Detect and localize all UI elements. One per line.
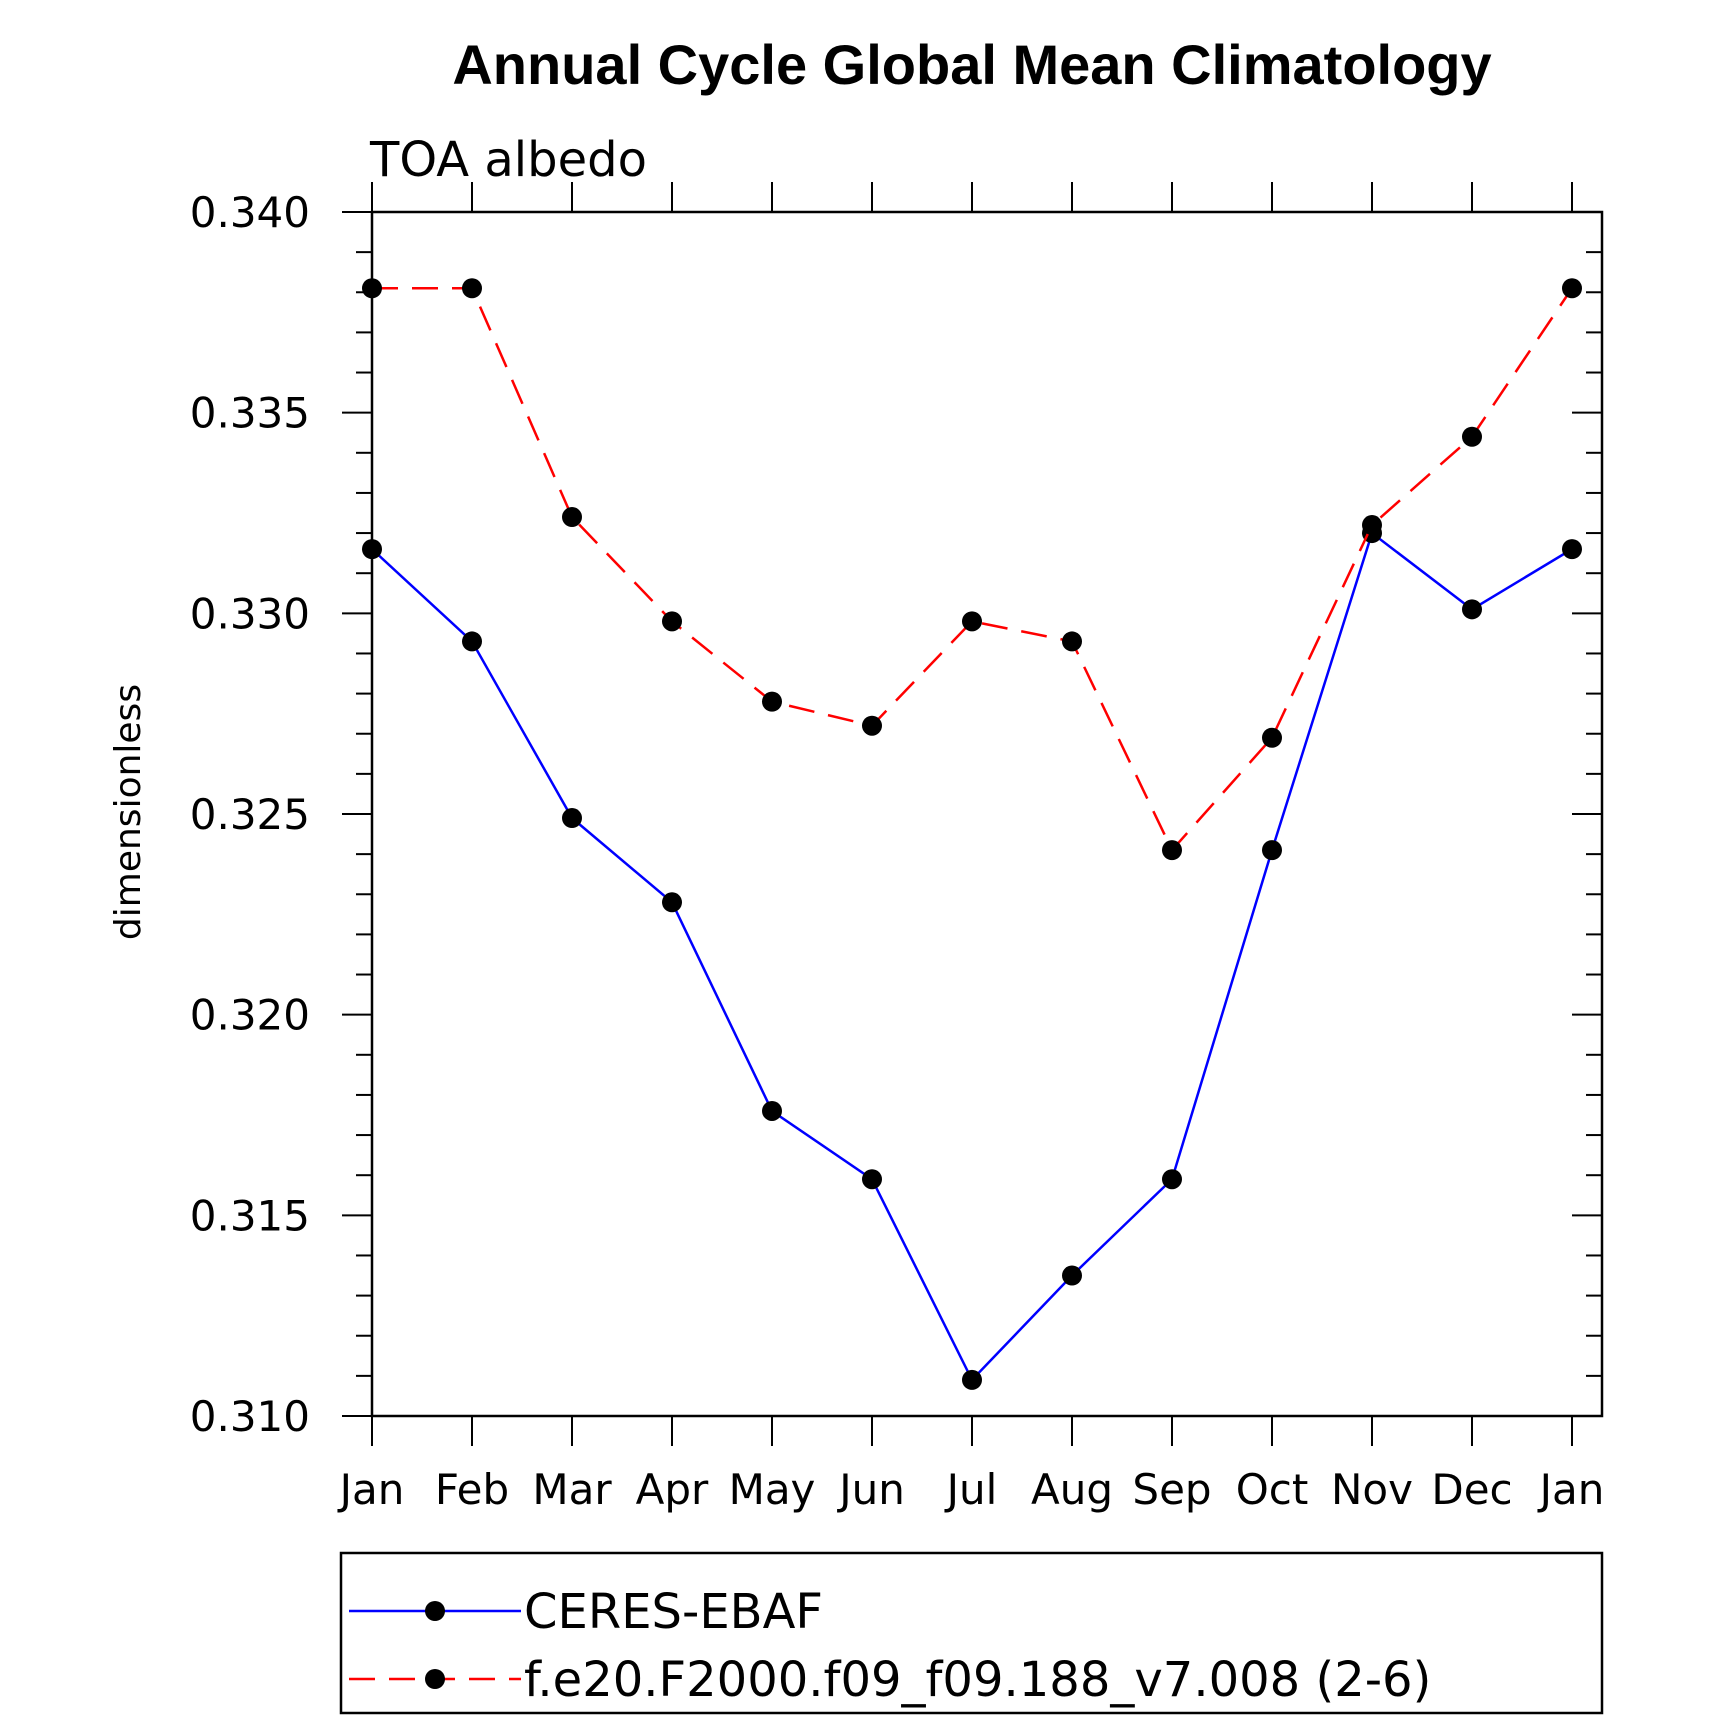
x-tick-label: Jan xyxy=(337,1465,405,1514)
legend-box xyxy=(339,1551,1604,1715)
data-point xyxy=(1062,1265,1082,1286)
data-point xyxy=(1162,1169,1182,1190)
data-point xyxy=(962,611,982,632)
data-point xyxy=(1562,539,1582,560)
legend-item: CERES-EBAF xyxy=(349,1584,823,1640)
data-point xyxy=(1462,599,1482,620)
y-tick-label: 0.330 xyxy=(190,589,310,638)
data-point xyxy=(562,507,582,528)
x-tick-label: Aug xyxy=(1031,1465,1113,1514)
data-point xyxy=(662,892,682,913)
data-point xyxy=(362,539,382,560)
data-point xyxy=(862,715,882,736)
series-1 xyxy=(362,278,1582,861)
x-tick-label: Mar xyxy=(532,1465,612,1514)
legend-label: CERES-EBAF xyxy=(524,1584,823,1640)
x-tick-label: May xyxy=(729,1465,816,1514)
series-0 xyxy=(362,523,1582,1390)
data-point xyxy=(962,1369,982,1390)
axes: 0.310 0.315 0.320 0.325 0.330 0.335 0.340 Jan Fe… xyxy=(190,182,1605,1514)
data-point xyxy=(1462,426,1482,447)
legend-label: f.e20.F2000.f09_f09.188_v7.008 (2-6) xyxy=(524,1652,1431,1708)
data-point xyxy=(1162,840,1182,861)
y-tick-label: 0.340 xyxy=(190,188,310,237)
plot-frame xyxy=(370,210,1604,1418)
y-tick-label: 0.320 xyxy=(190,991,310,1040)
legend: CERES-EBAF f.e20.F2000.f09_f09.188_v7.008… xyxy=(339,1551,1604,1715)
legend-marker xyxy=(425,1669,445,1689)
series-layer xyxy=(362,278,1582,1390)
series-line xyxy=(372,287,1574,853)
series-line xyxy=(371,530,1573,1383)
chart-subtitle: TOA albedo xyxy=(369,132,647,188)
data-point xyxy=(762,1100,782,1121)
x-tick-label: Jun xyxy=(836,1465,905,1514)
data-point xyxy=(662,611,682,632)
x-tick-label: Oct xyxy=(1236,1465,1309,1514)
x-tick-label: Sep xyxy=(1132,1465,1211,1514)
y-axis-label: dimensionless xyxy=(108,684,149,940)
y-tick-label: 0.310 xyxy=(190,1392,310,1441)
data-point xyxy=(562,808,582,829)
x-tick-label: Jul xyxy=(944,1465,998,1514)
y-tick-label: 0.315 xyxy=(190,1191,310,1240)
data-point xyxy=(762,691,782,712)
y-tick-label: 0.335 xyxy=(190,389,310,438)
legend-item: f.e20.F2000.f09_f09.188_v7.008 (2-6) xyxy=(349,1652,1431,1708)
data-point xyxy=(1362,515,1382,536)
data-point xyxy=(1262,840,1282,861)
legend-marker xyxy=(425,1601,445,1621)
x-tick-label: Feb xyxy=(435,1465,509,1514)
data-point xyxy=(1062,631,1082,652)
data-point xyxy=(462,631,482,652)
y-tick-label: 0.325 xyxy=(190,790,310,839)
data-point xyxy=(1262,727,1282,748)
x-tick-label: Nov xyxy=(1331,1465,1413,1514)
data-point xyxy=(862,1169,882,1190)
x-tick-label: Apr xyxy=(636,1465,709,1514)
x-tick-label: Jan xyxy=(1537,1465,1605,1514)
data-point xyxy=(362,278,382,299)
data-point xyxy=(1562,278,1582,299)
chart-title: Annual Cycle Global Mean Climatology xyxy=(452,33,1491,96)
x-tick-label: Dec xyxy=(1431,1465,1512,1514)
data-point xyxy=(462,278,482,299)
